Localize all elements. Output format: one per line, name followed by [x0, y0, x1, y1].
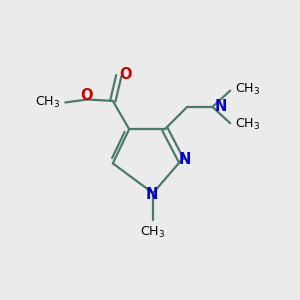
Text: CH$_3$: CH$_3$	[235, 117, 260, 132]
Text: CH$_3$: CH$_3$	[35, 95, 60, 110]
Text: O: O	[119, 67, 132, 82]
Text: CH$_3$: CH$_3$	[140, 225, 166, 240]
Text: N: N	[145, 187, 158, 202]
Text: O: O	[80, 88, 92, 103]
Text: N: N	[215, 99, 227, 114]
Text: N: N	[178, 152, 191, 167]
Text: CH$_3$: CH$_3$	[235, 82, 260, 97]
